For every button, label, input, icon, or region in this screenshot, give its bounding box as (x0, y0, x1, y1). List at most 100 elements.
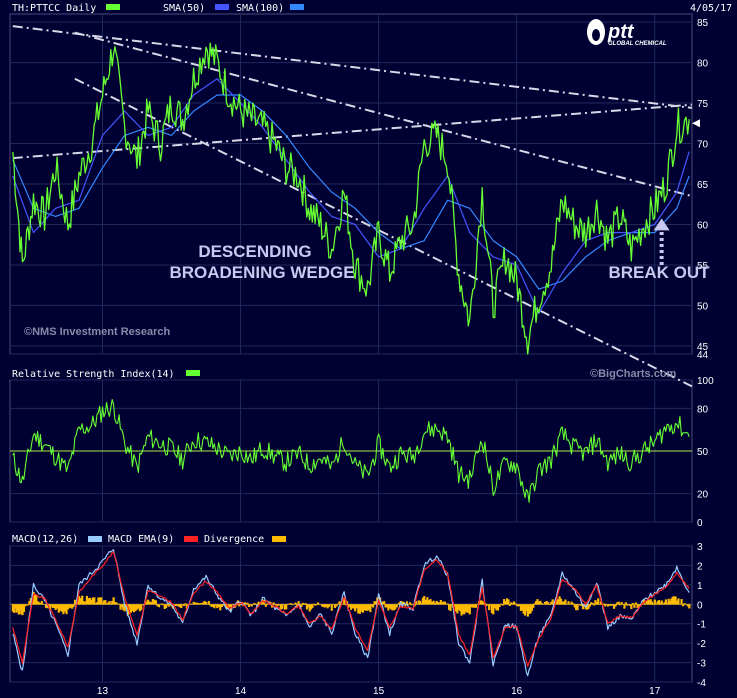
sma100-legend-swatch (290, 4, 304, 10)
divergence-bar (573, 604, 576, 608)
price-y-tick-label: 80 (697, 59, 709, 70)
divergence-bar (12, 604, 16, 613)
divergence-bar (181, 604, 184, 606)
annotation-wedge: BROADENING WEDGE (169, 263, 354, 282)
divergence-bar (454, 604, 458, 612)
divergence-bar (470, 604, 473, 608)
divergence-bar (112, 597, 115, 605)
divergence-bar (29, 598, 32, 605)
divergence-bar (496, 604, 500, 611)
divergence-bar (429, 599, 432, 605)
chart-date: 4/05/17 (690, 3, 732, 14)
divergence-bar (305, 604, 309, 610)
legend-sma50: SMA(50) (163, 3, 205, 14)
divergence-bar (449, 604, 452, 611)
divergence-bar (580, 604, 583, 606)
divergence-bar (119, 604, 122, 610)
divergence-bar (473, 604, 476, 608)
divergence-bar (280, 604, 284, 609)
divergence-bar (482, 602, 485, 605)
divergence-bar (445, 603, 448, 605)
divergence-bar (555, 598, 558, 605)
divergence-bar (274, 604, 277, 606)
divergence-bar (434, 602, 437, 605)
divergence-bar (138, 604, 141, 612)
divergence-bar (539, 600, 542, 605)
divergence-bar (28, 600, 31, 605)
last-price-marker (692, 119, 700, 128)
divergence-bar (105, 603, 108, 605)
divergence-bar (508, 604, 511, 606)
divergence-bar (120, 604, 124, 608)
divergence-bar (250, 604, 253, 607)
macd-ema-legend-swatch (184, 536, 198, 542)
divergence-bar (523, 604, 527, 616)
divergence-bar (57, 604, 60, 613)
legend-sma100: SMA(100) (236, 3, 284, 14)
divergence-bar (579, 604, 582, 606)
divergence-bar (42, 603, 45, 605)
divergence-bar (266, 603, 269, 605)
divergence-bar (485, 604, 488, 606)
divergence-bar (154, 600, 158, 605)
divergence-bar (645, 601, 648, 605)
divergence-bar (363, 604, 366, 611)
divergence-bar (84, 601, 87, 605)
divergence-bar (122, 604, 125, 611)
divergence-bar (675, 600, 679, 605)
divergence-bar (194, 602, 197, 605)
copyright-nms: ©NMS Investment Research (24, 326, 171, 338)
divergence-bar (586, 604, 589, 610)
divergence-bar (116, 603, 119, 605)
divergence-bar (347, 604, 350, 608)
divergence-bar (436, 602, 440, 605)
divergence-bar (15, 604, 18, 613)
divergence-bar (465, 604, 469, 613)
divergence-bar (547, 602, 550, 605)
divergence-bar (506, 598, 509, 605)
divergence-bar (107, 602, 110, 605)
divergence-bar (557, 599, 560, 605)
divergence-bar (688, 604, 691, 609)
divergence-bar (247, 604, 251, 607)
macd-y-tick-label: 3 (697, 542, 703, 553)
divergence-bar (532, 604, 535, 608)
divergence-bar (333, 604, 336, 608)
divergence-bar (176, 604, 179, 606)
divergence-bar (401, 601, 404, 605)
divergence-bar (542, 603, 545, 605)
divergence-bar (628, 604, 632, 606)
divergence-bar (344, 604, 347, 606)
divergence-bar (180, 604, 183, 609)
divergence-bar (20, 604, 23, 615)
macd-y-tick-label: -3 (697, 659, 706, 670)
divergence-bar (394, 604, 397, 610)
divergence-bar (652, 604, 655, 606)
divergence-bar (372, 604, 375, 608)
divergence-bar (599, 601, 603, 605)
divergence-bar (457, 604, 460, 610)
divergence-bar (295, 604, 299, 607)
divergence-bar (40, 601, 43, 605)
divergence-bar (33, 594, 37, 605)
divergence-bar (537, 601, 540, 605)
divergence-bar (14, 604, 17, 609)
divergence-bar (590, 602, 593, 605)
divergence-bar (562, 601, 565, 605)
divergence-bar (355, 604, 358, 609)
divergence-bar (147, 599, 150, 605)
divergence-bar (36, 601, 39, 605)
divergence-bar (129, 604, 132, 613)
divergence-bar (66, 604, 70, 610)
divergence-bar (551, 599, 554, 605)
divergence-bar (450, 604, 453, 606)
divergence-bar (292, 604, 296, 605)
divergence-bar (98, 597, 101, 605)
trendline-4 (74, 77, 693, 388)
x-tick-label: 15 (373, 686, 385, 697)
divergence-bar (534, 601, 538, 605)
divergence-bar (540, 603, 544, 605)
divergence-bar (87, 598, 90, 605)
divergence-bar (564, 599, 567, 605)
divergence-bar (216, 604, 219, 609)
